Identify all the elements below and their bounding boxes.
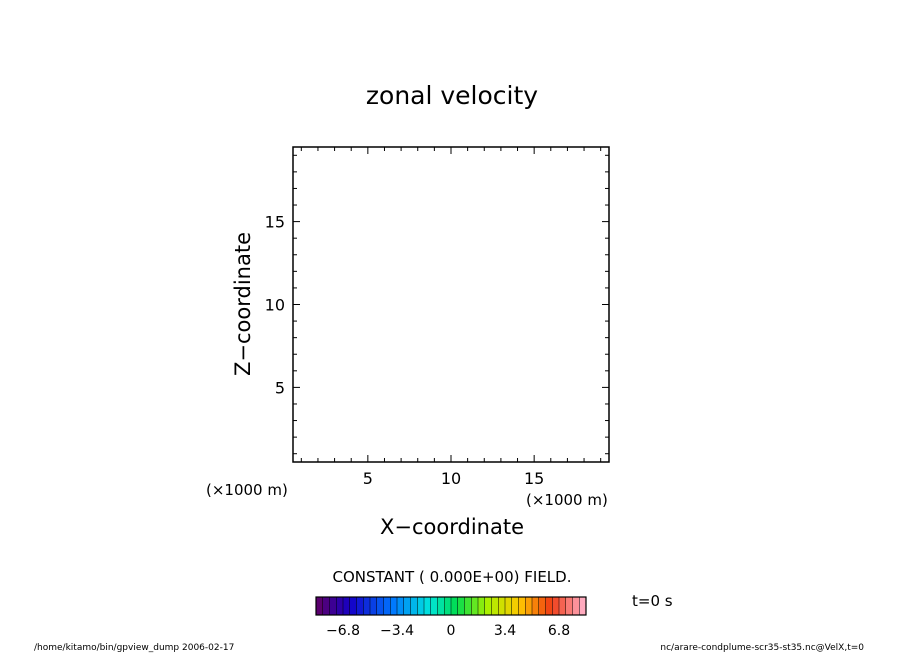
colorbar-cell — [498, 597, 506, 615]
colorbar-cell — [484, 597, 492, 615]
colorbar-cell — [403, 597, 411, 615]
colorbar-cell — [437, 597, 445, 615]
colorbar-cell — [451, 597, 459, 615]
x-unit-label: (×1000 m) — [526, 491, 608, 509]
colorbar-tick-label: 3.4 — [494, 623, 516, 639]
colorbar-cell — [457, 597, 465, 615]
colorbar-cell — [383, 597, 391, 615]
colorbar-cell — [559, 597, 567, 615]
x-tick-label: 10 — [441, 469, 461, 488]
colorbar-cell — [538, 597, 546, 615]
colorbar-cell — [579, 597, 587, 615]
colorbar-cell — [417, 597, 425, 615]
colorbar-cell — [518, 597, 526, 615]
plot-frame — [292, 146, 610, 463]
colorbar-ticks: −6.8 −3.4 0 3.4 6.8 — [326, 623, 570, 639]
footer-left: /home/kitamo/bin/gpview_dump 2006-02-17 — [34, 643, 234, 653]
colorbar-cell — [430, 597, 438, 615]
colorbar-cell — [316, 597, 324, 615]
colorbar-cell — [370, 597, 378, 615]
colorbar-cell — [343, 597, 351, 615]
y-tick-label: 15 — [265, 213, 285, 232]
colorbar-cell — [552, 597, 560, 615]
colorbar-cell — [565, 597, 573, 615]
colorbar-cell — [572, 597, 580, 615]
y-axis-ticks: 5 10 15 — [265, 154, 609, 455]
colorbar-cell — [444, 597, 452, 615]
colorbar-cell — [505, 597, 513, 615]
colorbar-tick-label: 0 — [447, 623, 456, 639]
colorbar-cell — [491, 597, 499, 615]
chart-title: zonal velocity — [366, 81, 538, 110]
colorbar-cell — [525, 597, 533, 615]
colorbar-cell — [363, 597, 371, 615]
colorbar-frame — [315, 596, 587, 616]
y-axis-label: Z−coordinate — [231, 232, 255, 376]
colorbar-cell — [545, 597, 553, 615]
colorbar-cell — [376, 597, 384, 615]
x-axis-ticks: 5 10 15 — [300, 147, 602, 488]
colorbar-cell — [410, 597, 418, 615]
colorbar-cell — [464, 597, 472, 615]
colorbar-cell — [511, 597, 519, 615]
x-axis-label: X−coordinate — [380, 515, 524, 539]
colorbar-cell — [424, 597, 432, 615]
colorbar-cell — [329, 597, 337, 615]
colorbar-cell — [478, 597, 486, 615]
colorbar-cell — [471, 597, 479, 615]
colorbar-cell — [336, 597, 344, 615]
colorbar-cell — [322, 597, 330, 615]
colorbar-cell — [356, 597, 364, 615]
x-tick-label: 15 — [524, 469, 544, 488]
colorbar-tick-label: −3.4 — [380, 623, 414, 639]
x-tick-label: 5 — [363, 469, 373, 488]
colorbar-cell — [390, 597, 398, 615]
colorbar-tick-label: 6.8 — [548, 623, 570, 639]
colorbar-cell — [532, 597, 540, 615]
field-message: CONSTANT ( 0.000E+00) FIELD. — [333, 568, 572, 586]
y-unit-label: (×1000 m) — [206, 481, 288, 499]
colorbar — [315, 597, 587, 615]
time-label: t=0 s — [632, 592, 673, 610]
y-tick-label: 10 — [265, 296, 285, 315]
colorbar-tick-label: −6.8 — [326, 623, 360, 639]
y-tick-label: 5 — [275, 378, 285, 397]
footer-right: nc/arare-condplume-scr35-st35.nc@VelX,t=… — [660, 643, 864, 653]
colorbar-cell — [397, 597, 405, 615]
colorbar-cell — [349, 597, 357, 615]
